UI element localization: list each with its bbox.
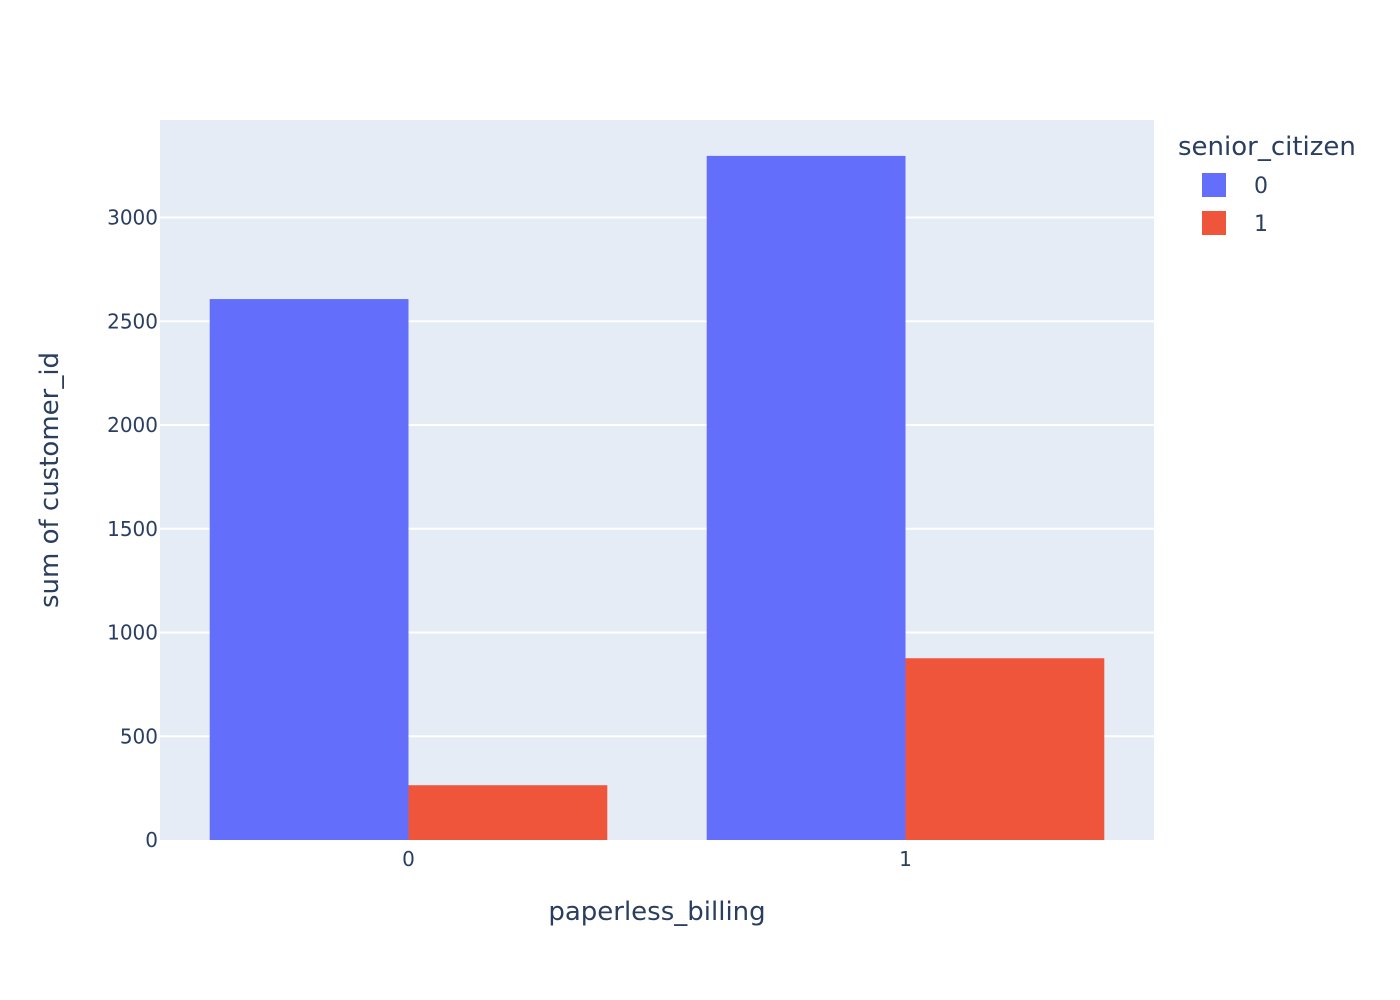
legend-title: senior_citizen [1178, 132, 1356, 162]
bar[interactable] [706, 155, 906, 841]
x-tick-label: 0 [402, 847, 415, 871]
y-tick-label: 3000 [107, 206, 158, 230]
bar[interactable] [905, 658, 1105, 840]
y-tick-label: 2500 [107, 309, 158, 333]
y-tick-label: 2000 [107, 413, 158, 437]
y-axis-title: sum of customer_id [35, 352, 65, 608]
bar[interactable] [209, 299, 409, 840]
y-tick-label: 1000 [107, 621, 158, 645]
y-tick-label: 500 [120, 724, 158, 748]
legend[interactable]: senior_citizen 0 1 [1178, 132, 1356, 237]
y-tick-label: 0 [145, 828, 158, 852]
bar[interactable] [408, 785, 608, 840]
legend-item-label: 1 [1254, 212, 1268, 237]
x-tick-label: 1 [899, 847, 912, 871]
legend-swatch [1202, 173, 1226, 197]
x-axis-title: paperless_billing [548, 897, 765, 927]
legend-item-label: 0 [1254, 174, 1268, 199]
y-tick-labels: 0 500 1000 1500 2000 2500 3000 [107, 206, 158, 852]
legend-swatch [1202, 211, 1226, 235]
y-tick-label: 1500 [107, 517, 158, 541]
bars [209, 155, 1105, 841]
